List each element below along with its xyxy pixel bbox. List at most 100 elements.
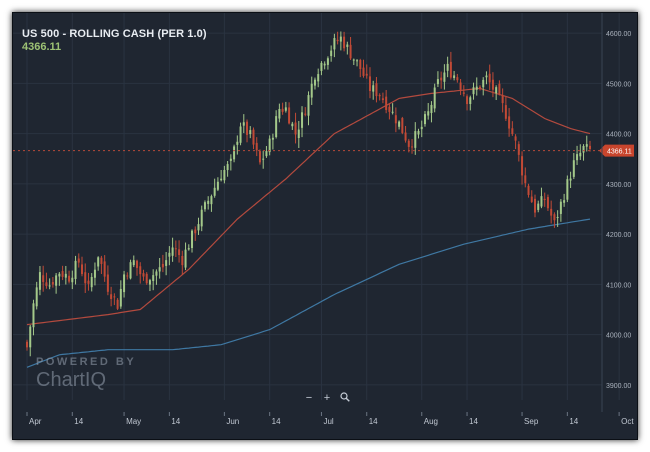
candles xyxy=(25,31,592,357)
candle-body xyxy=(161,263,164,268)
candle xyxy=(478,85,481,91)
candle-body xyxy=(488,73,491,83)
x-tick-label: 14 xyxy=(272,417,281,426)
candle xyxy=(553,212,556,228)
candle-body xyxy=(566,179,569,200)
candle-body xyxy=(291,123,294,127)
candle-body xyxy=(116,299,119,309)
candle xyxy=(226,161,229,177)
candle-body xyxy=(365,73,368,76)
candle-body xyxy=(459,82,462,90)
candle xyxy=(129,259,132,280)
candle xyxy=(116,298,119,311)
candle xyxy=(229,154,232,171)
candle-body xyxy=(385,96,388,110)
candle xyxy=(106,265,109,296)
candle xyxy=(29,324,32,357)
candle-body xyxy=(158,267,161,272)
candle xyxy=(330,45,333,62)
candle xyxy=(216,177,219,192)
candle-body xyxy=(576,154,579,161)
candle xyxy=(275,110,278,139)
zoom-reset-button[interactable] xyxy=(339,392,351,405)
zoom-in-button[interactable]: + xyxy=(323,392,331,404)
candle-body xyxy=(55,275,58,286)
candle xyxy=(132,255,135,268)
candle-body xyxy=(38,272,41,290)
candle xyxy=(194,226,197,241)
candle xyxy=(294,112,297,144)
candle-body xyxy=(268,138,271,153)
candle xyxy=(485,71,488,85)
candle-body xyxy=(381,98,384,101)
candle xyxy=(433,83,436,113)
candle xyxy=(446,56,449,78)
candle-body xyxy=(478,86,481,89)
slow-moving-average xyxy=(26,218,591,368)
candle xyxy=(524,167,527,188)
candle-body xyxy=(401,118,404,133)
candle xyxy=(504,96,507,122)
candle-body xyxy=(585,144,588,147)
candle-body xyxy=(168,252,171,257)
candle-body xyxy=(110,294,113,299)
candle xyxy=(550,200,553,224)
candle xyxy=(97,256,100,271)
candle xyxy=(572,152,575,180)
candle-body xyxy=(368,76,371,91)
candle xyxy=(372,80,375,100)
candle-body xyxy=(165,260,168,266)
candle-body xyxy=(126,275,129,277)
candle xyxy=(184,242,187,271)
candle-body xyxy=(362,67,365,76)
candle xyxy=(32,299,35,336)
x-tick-label: May xyxy=(126,417,141,426)
candle-body xyxy=(524,175,527,184)
candle xyxy=(378,93,381,101)
candle-body xyxy=(197,224,200,231)
candle-body xyxy=(449,61,452,78)
candle-body xyxy=(61,271,64,277)
candle-body xyxy=(174,248,177,250)
candle xyxy=(582,144,585,161)
chart-title: US 500 - ROLLING CASH (PER 1.0) xyxy=(22,28,207,40)
candle xyxy=(388,103,391,120)
zoom-out-button[interactable]: − xyxy=(305,392,313,404)
candle xyxy=(511,121,514,136)
current-price-label: 4366.11 xyxy=(599,144,634,157)
candle xyxy=(136,259,139,276)
candle xyxy=(323,61,326,70)
candle xyxy=(466,94,469,111)
candle-body xyxy=(304,113,307,115)
candle-body xyxy=(307,95,310,116)
magnifier-icon xyxy=(340,392,350,402)
candle-body xyxy=(223,169,226,181)
candle xyxy=(174,240,177,257)
candle-body xyxy=(475,86,478,90)
candle xyxy=(459,79,462,96)
candle xyxy=(556,210,559,227)
candle-body xyxy=(58,273,61,277)
candle-body xyxy=(71,277,74,283)
candle-body xyxy=(207,200,210,204)
x-tick-label: Sep xyxy=(524,417,539,426)
candle xyxy=(423,111,426,127)
candle xyxy=(87,272,90,291)
candle xyxy=(100,255,103,274)
candle-body xyxy=(81,264,84,275)
candle-body xyxy=(504,105,507,119)
y-tick-label: 3900.00 xyxy=(606,383,631,390)
y-tick-label: 4100.00 xyxy=(606,282,631,289)
candle xyxy=(320,61,323,76)
candle-body xyxy=(184,249,187,268)
candle-body xyxy=(511,128,514,134)
candle-body xyxy=(106,274,109,292)
candle xyxy=(417,128,420,139)
candle xyxy=(288,102,291,125)
candle xyxy=(262,150,265,169)
candle-body xyxy=(540,196,543,207)
candle-body xyxy=(233,146,236,160)
candle xyxy=(540,187,543,209)
candle-body xyxy=(469,97,472,104)
